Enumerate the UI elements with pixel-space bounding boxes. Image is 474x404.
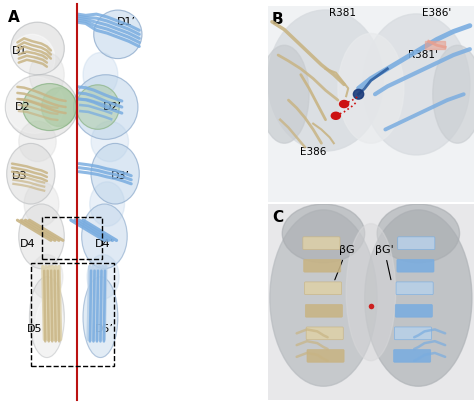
Ellipse shape <box>339 101 349 107</box>
FancyBboxPatch shape <box>396 282 433 295</box>
Bar <box>42 217 102 259</box>
FancyBboxPatch shape <box>303 237 340 250</box>
Ellipse shape <box>76 85 119 129</box>
Ellipse shape <box>29 53 64 97</box>
Ellipse shape <box>282 204 365 263</box>
FancyBboxPatch shape <box>306 327 343 340</box>
Text: A: A <box>8 10 20 25</box>
Ellipse shape <box>377 204 460 263</box>
Ellipse shape <box>346 223 396 361</box>
Bar <box>425 41 445 49</box>
Ellipse shape <box>5 75 78 139</box>
Text: R381: R381 <box>328 8 356 18</box>
Text: E386': E386' <box>422 8 452 18</box>
Text: βG: βG <box>335 245 355 280</box>
Bar <box>31 263 114 366</box>
Ellipse shape <box>94 10 142 59</box>
Ellipse shape <box>19 121 56 162</box>
Text: D3: D3 <box>12 171 27 181</box>
Ellipse shape <box>29 277 64 358</box>
Text: D5’: D5’ <box>95 324 114 334</box>
Ellipse shape <box>24 182 59 226</box>
FancyBboxPatch shape <box>393 349 431 362</box>
FancyBboxPatch shape <box>304 259 341 272</box>
Ellipse shape <box>5 77 64 133</box>
Text: D1’: D1’ <box>117 17 136 27</box>
Ellipse shape <box>83 53 118 97</box>
Ellipse shape <box>7 143 55 204</box>
Ellipse shape <box>19 204 64 269</box>
Text: D2: D2 <box>15 102 30 112</box>
Ellipse shape <box>73 75 138 139</box>
Ellipse shape <box>363 14 470 155</box>
Ellipse shape <box>331 112 340 119</box>
FancyBboxPatch shape <box>394 327 431 340</box>
Text: D4’: D4’ <box>95 240 114 249</box>
Text: C: C <box>272 210 283 225</box>
Ellipse shape <box>82 204 127 269</box>
Ellipse shape <box>23 84 76 130</box>
Text: D5: D5 <box>27 324 42 334</box>
FancyBboxPatch shape <box>397 259 434 272</box>
Text: D3’: D3’ <box>111 171 130 181</box>
Text: βG': βG' <box>375 245 394 280</box>
Ellipse shape <box>83 277 118 358</box>
Text: D1: D1 <box>12 46 27 55</box>
FancyBboxPatch shape <box>307 349 344 362</box>
Text: E386: E386 <box>300 147 327 157</box>
Ellipse shape <box>90 182 125 226</box>
FancyBboxPatch shape <box>305 305 342 317</box>
FancyBboxPatch shape <box>304 282 342 295</box>
Text: R381': R381' <box>408 50 438 60</box>
FancyBboxPatch shape <box>395 305 432 317</box>
Ellipse shape <box>260 45 309 143</box>
Ellipse shape <box>35 297 64 366</box>
Ellipse shape <box>270 210 377 386</box>
FancyBboxPatch shape <box>398 237 435 250</box>
Ellipse shape <box>9 34 55 83</box>
Ellipse shape <box>11 22 64 75</box>
Ellipse shape <box>268 10 383 151</box>
Ellipse shape <box>31 255 63 299</box>
Ellipse shape <box>338 34 404 143</box>
Text: D4: D4 <box>20 240 36 249</box>
Ellipse shape <box>354 89 364 99</box>
Ellipse shape <box>433 45 474 143</box>
Text: D2’: D2’ <box>103 102 122 112</box>
Ellipse shape <box>91 143 139 204</box>
Ellipse shape <box>42 88 76 126</box>
Text: B: B <box>272 12 283 27</box>
Ellipse shape <box>91 121 128 162</box>
Ellipse shape <box>87 255 119 299</box>
Ellipse shape <box>365 210 472 386</box>
